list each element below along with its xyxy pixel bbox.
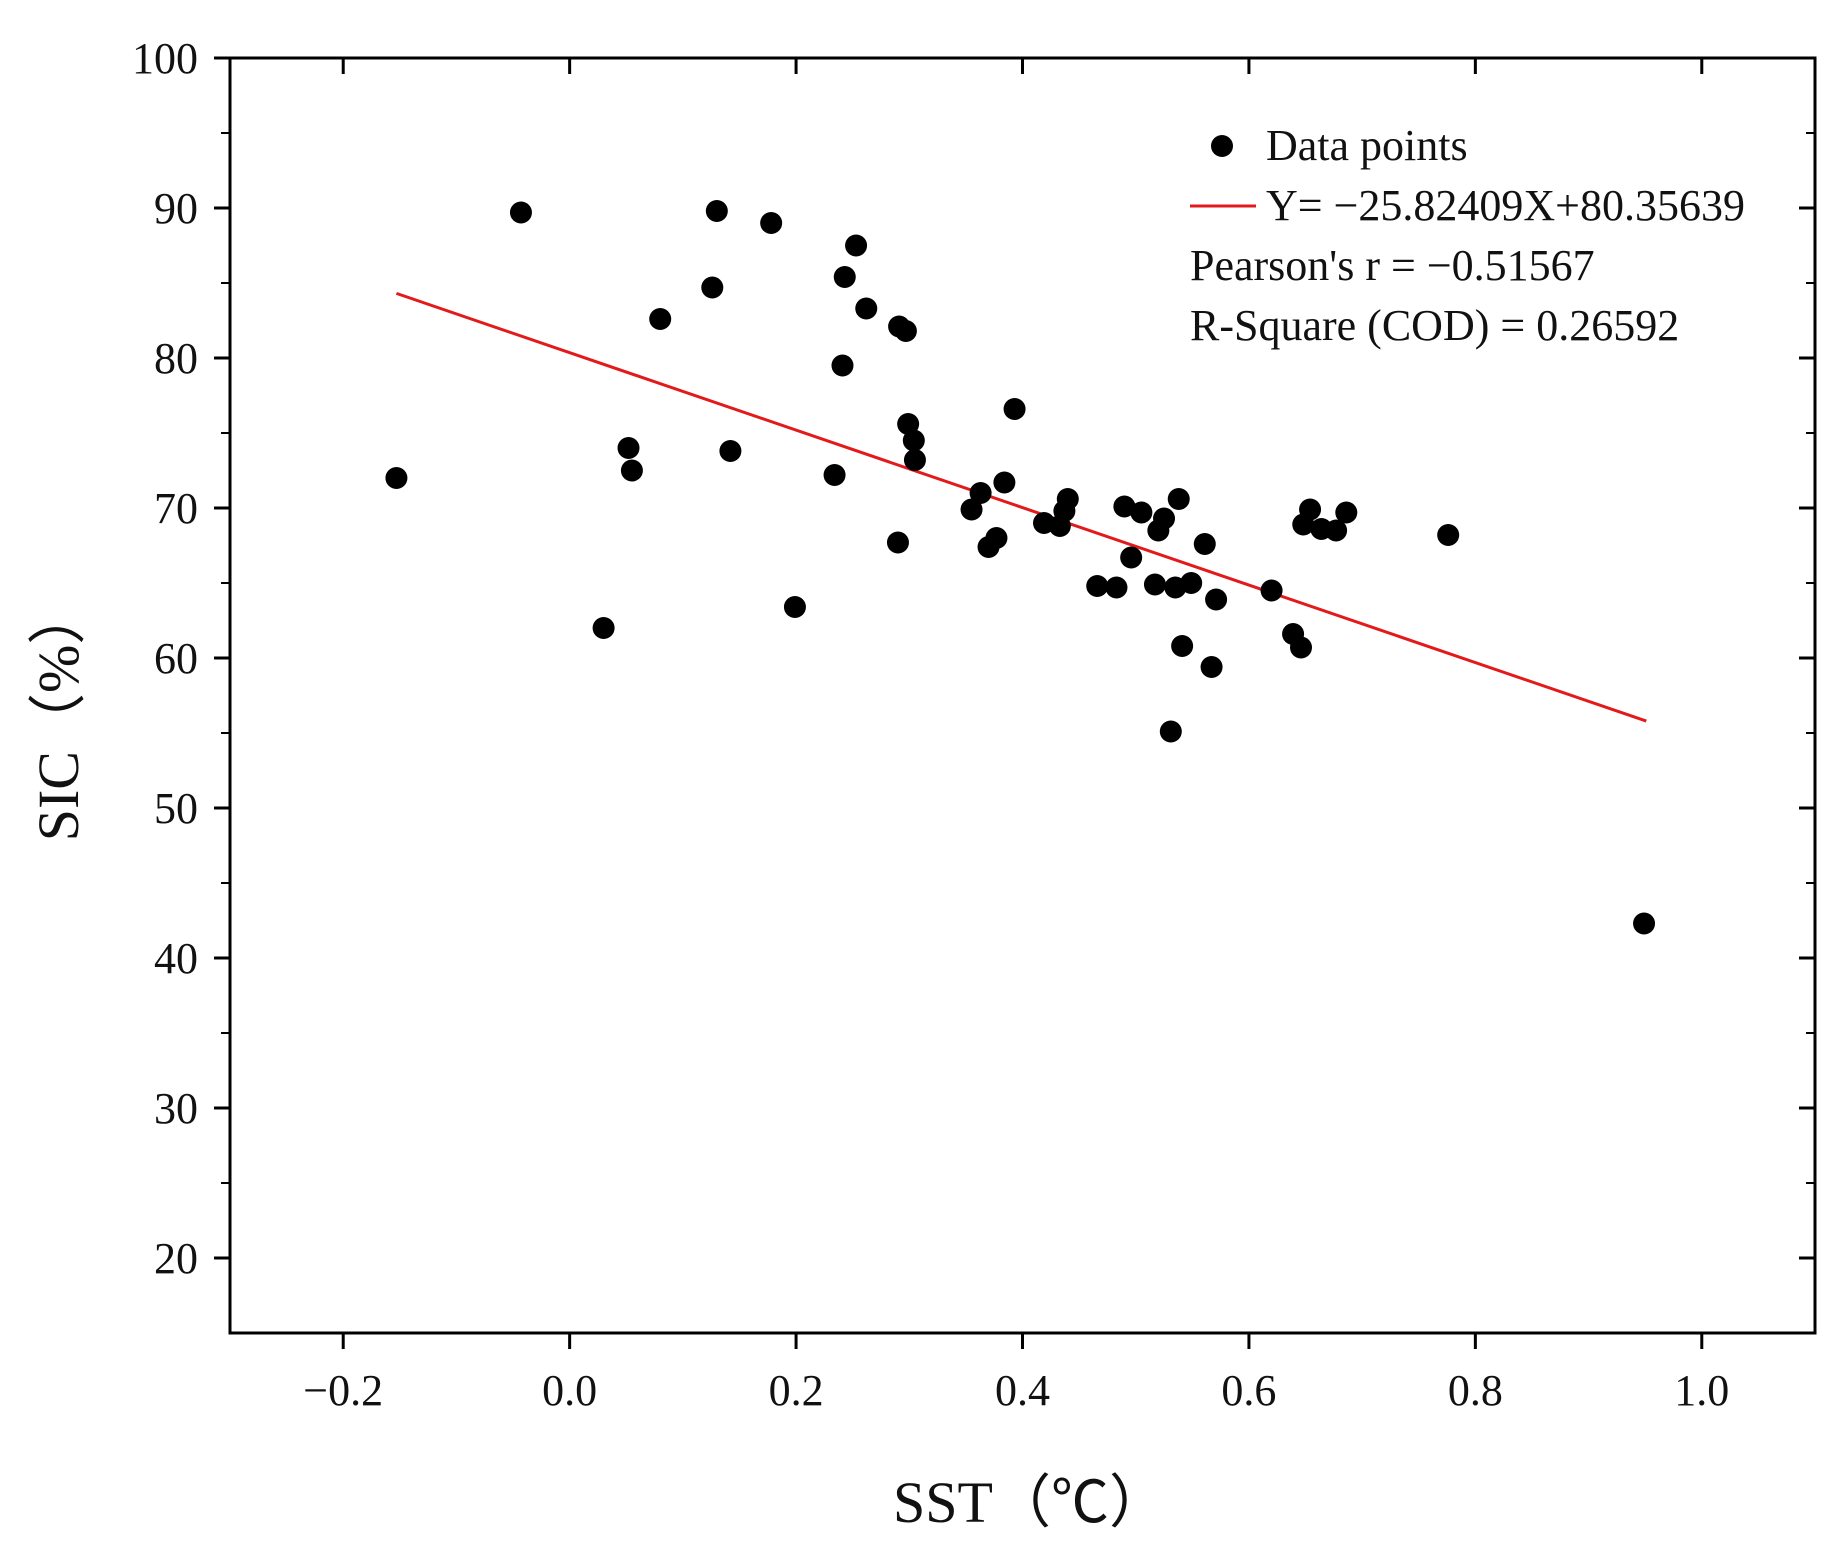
data-point bbox=[1260, 579, 1283, 602]
data-point bbox=[1130, 501, 1153, 524]
data-point bbox=[894, 320, 917, 342]
data-point bbox=[1105, 576, 1128, 599]
data-point bbox=[701, 276, 724, 299]
data-points-group bbox=[385, 200, 1656, 935]
data-point bbox=[1086, 575, 1109, 597]
data-point bbox=[1056, 488, 1079, 510]
data-point bbox=[1120, 546, 1143, 569]
data-point bbox=[1205, 588, 1228, 611]
data-point bbox=[1113, 495, 1136, 518]
x-tick-label: 0.8 bbox=[1448, 1366, 1503, 1415]
data-point bbox=[1200, 656, 1223, 678]
data-point bbox=[649, 308, 672, 330]
data-point bbox=[823, 464, 846, 486]
annotation-r-square: R-Square (COD) = 0.26592 bbox=[1190, 301, 1679, 350]
fit-line bbox=[395, 291, 1647, 723]
fit-line-group bbox=[395, 291, 1647, 723]
legend-label-data-points: Data points bbox=[1266, 121, 1468, 170]
data-point bbox=[1633, 912, 1656, 935]
data-point bbox=[1143, 573, 1166, 596]
x-tick-label: 0.2 bbox=[769, 1366, 824, 1415]
annotation-pearson-r: Pearson's r = −0.51567 bbox=[1190, 241, 1595, 290]
y-tick-label: 20 bbox=[154, 1234, 198, 1283]
x-axis-title: SST（℃） bbox=[893, 1470, 1167, 1535]
y-tick-label: 30 bbox=[154, 1084, 198, 1133]
data-point bbox=[985, 527, 1008, 549]
data-point bbox=[509, 201, 532, 224]
data-point bbox=[886, 531, 909, 554]
data-point bbox=[903, 449, 926, 471]
data-point bbox=[1003, 398, 1026, 420]
x-tick-label: 0.4 bbox=[995, 1366, 1050, 1415]
data-point bbox=[705, 200, 728, 222]
y-axis-title: SIC（%） bbox=[26, 587, 91, 842]
data-point bbox=[833, 266, 856, 288]
data-point bbox=[1335, 501, 1358, 524]
y-tick-label: 90 bbox=[154, 184, 198, 233]
x-tick-label: −0.2 bbox=[303, 1366, 383, 1415]
y-tick-label: 100 bbox=[132, 34, 198, 83]
data-point bbox=[1159, 720, 1182, 743]
data-point bbox=[783, 596, 806, 618]
data-point bbox=[1171, 635, 1194, 657]
data-point bbox=[760, 212, 783, 234]
data-point bbox=[1290, 636, 1313, 659]
data-point bbox=[592, 617, 615, 639]
data-point bbox=[1437, 524, 1460, 546]
data-point bbox=[845, 234, 868, 257]
data-point bbox=[993, 471, 1016, 494]
legend-marker-data-points bbox=[1211, 135, 1233, 157]
data-point bbox=[831, 354, 854, 377]
data-point bbox=[617, 437, 640, 459]
data-point bbox=[1153, 507, 1176, 530]
x-tick-label: 0.6 bbox=[1221, 1366, 1276, 1415]
data-point bbox=[960, 498, 983, 521]
data-point bbox=[1193, 533, 1216, 555]
data-point bbox=[719, 440, 742, 462]
y-tick-label: 70 bbox=[154, 484, 198, 533]
data-point bbox=[1325, 519, 1348, 542]
data-point bbox=[969, 482, 992, 504]
data-point bbox=[1167, 488, 1190, 510]
data-point bbox=[1180, 572, 1203, 594]
data-point bbox=[620, 459, 643, 482]
y-tick-label: 60 bbox=[154, 634, 198, 683]
data-point bbox=[897, 413, 920, 435]
data-point bbox=[1299, 498, 1322, 521]
y-tick-label: 40 bbox=[154, 934, 198, 983]
y-tick-label: 50 bbox=[154, 784, 198, 833]
legend-label-fit-line: Y= −25.82409X+80.35639 bbox=[1266, 181, 1745, 230]
legend: Data points Y= −25.82409X+80.35639 Pears… bbox=[1190, 121, 1745, 350]
data-point bbox=[855, 297, 878, 320]
data-point bbox=[902, 429, 925, 452]
data-point bbox=[385, 467, 408, 489]
y-tick-label: 80 bbox=[154, 334, 198, 383]
x-tick-label: 1.0 bbox=[1674, 1366, 1729, 1415]
x-tick-label: 0.0 bbox=[542, 1366, 597, 1415]
axes-group: −0.2 0.0 0.2 0.4 0.6 0.8 1.0 20 30 40 50 60 70 80 90 10… bbox=[132, 34, 1817, 1415]
